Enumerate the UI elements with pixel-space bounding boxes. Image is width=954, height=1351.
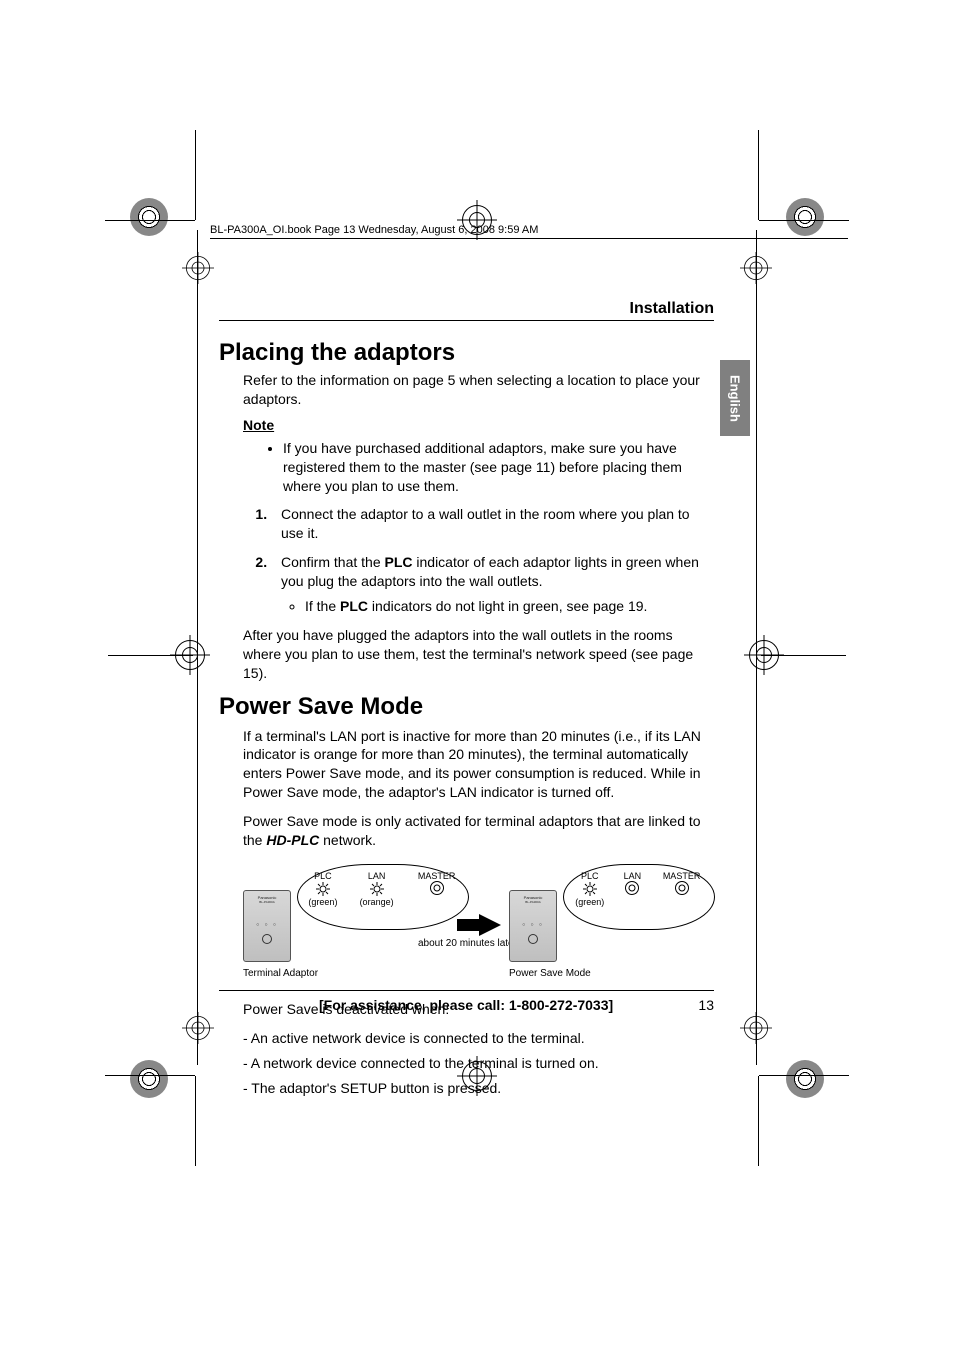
note-bullet: If you have purchased additional adaptor… bbox=[283, 439, 714, 496]
crop-mark-icon bbox=[195, 130, 196, 220]
sun-icon bbox=[298, 881, 348, 897]
led-callout-left: PLC LAN MASTER (green) (orange) bbox=[297, 864, 469, 930]
page-footer: [For assistance, please call: 1-800-272-… bbox=[219, 990, 714, 1013]
led-callout-right: PLC LAN MASTER (green) bbox=[563, 864, 715, 930]
intro-paragraph: Refer to the information on page 5 when … bbox=[243, 371, 714, 409]
circle-icon bbox=[616, 881, 650, 897]
sun-icon bbox=[564, 881, 616, 897]
step2-sub-a: If the bbox=[305, 598, 340, 614]
plc-bold: PLC bbox=[340, 598, 368, 614]
registration-cross-icon bbox=[182, 252, 214, 284]
assistance-phone: [For assistance, please call: 1-800-272-… bbox=[319, 997, 613, 1013]
diagram-caption-left: Terminal Adaptor bbox=[243, 968, 318, 979]
step-1: Connect the adaptor to a wall outlet in … bbox=[271, 505, 714, 543]
note-list: If you have purchased additional adaptor… bbox=[243, 439, 714, 496]
crop-mark-icon bbox=[759, 1075, 849, 1076]
led-label: PLC bbox=[298, 871, 348, 881]
plc-bold: PLC bbox=[385, 554, 413, 570]
crop-mark-icon bbox=[758, 1076, 759, 1166]
circle-icon bbox=[405, 881, 468, 897]
registration-donut-icon bbox=[786, 1060, 824, 1098]
deactivate-item: - The adaptor's SETUP button is pressed. bbox=[243, 1079, 714, 1098]
setup-button-icon bbox=[528, 934, 538, 944]
device-leds-icon: ○ ○ ○ bbox=[510, 922, 556, 928]
led-sub: (orange) bbox=[348, 897, 405, 907]
crop-mark-icon bbox=[105, 220, 195, 221]
led-sub: (green) bbox=[298, 897, 348, 907]
power-save-device-icon: Panasonic BL-PA300A ○ ○ ○ bbox=[509, 890, 557, 962]
guide-line-icon bbox=[756, 230, 757, 1065]
device-leds-icon: ○ ○ ○ bbox=[244, 922, 290, 928]
arrow-right-icon bbox=[479, 914, 501, 936]
step2-sub-c: indicators do not light in green, see pa… bbox=[368, 598, 647, 614]
guide-line-icon bbox=[197, 230, 198, 1065]
terminal-adaptor-device-icon: Panasonic BL-PA300A ○ ○ ○ bbox=[243, 890, 291, 962]
led-table: PLC LAN MASTER (green) (orange) bbox=[298, 871, 468, 907]
crop-mark-icon bbox=[758, 130, 759, 220]
registration-donut-icon bbox=[130, 198, 168, 236]
power-save-paragraph-2: Power Save mode is only activated for te… bbox=[243, 812, 714, 850]
step-2: Confirm that the PLC indicator of each a… bbox=[271, 553, 714, 616]
page-scan: BL-PA300A_OI.book Page 13 Wednesday, Aug… bbox=[0, 0, 954, 1351]
guide-line-icon bbox=[761, 655, 846, 656]
power-save-paragraph-1: If a terminal's LAN port is inactive for… bbox=[243, 727, 714, 803]
device-model: BL-PA300A bbox=[244, 900, 290, 904]
p3-c: network. bbox=[319, 832, 376, 848]
hd-plc-bolditalic: HD-PLC bbox=[266, 832, 319, 848]
deactivate-item: - A network device connected to the term… bbox=[243, 1054, 714, 1073]
diagram-caption-right: Power Save Mode bbox=[509, 968, 591, 979]
led-table: PLC LAN MASTER (green) bbox=[564, 871, 714, 907]
registration-cross-icon bbox=[182, 1012, 214, 1044]
device-model: BL-PA300A bbox=[510, 900, 556, 904]
step-2-sublist: If the PLC indicators do not light in gr… bbox=[281, 597, 714, 616]
after-steps-paragraph: After you have plugged the adaptors into… bbox=[243, 626, 714, 683]
step-2-text-a: Confirm that the bbox=[281, 554, 385, 570]
crop-mark-icon bbox=[759, 220, 849, 221]
steps-list: Connect the adaptor to a wall outlet in … bbox=[243, 505, 714, 615]
led-label: MASTER bbox=[649, 871, 714, 881]
power-save-diagram: Panasonic BL-PA300A ○ ○ ○ PLC LAN MASTER bbox=[243, 860, 713, 990]
sun-icon bbox=[348, 881, 405, 897]
language-tab: English bbox=[720, 360, 750, 436]
led-label: LAN bbox=[616, 871, 650, 881]
device-brand: Panasonic bbox=[244, 891, 290, 900]
arrow-label: about 20 minutes later bbox=[418, 938, 517, 949]
deactivate-item: - An active network device is connected … bbox=[243, 1029, 714, 1048]
led-label: LAN bbox=[348, 871, 405, 881]
crop-mark-icon bbox=[195, 1076, 196, 1166]
setup-button-icon bbox=[262, 934, 272, 944]
led-label: MASTER bbox=[405, 871, 468, 881]
circle-icon bbox=[649, 881, 714, 897]
led-label: PLC bbox=[564, 871, 616, 881]
page-number: 13 bbox=[698, 997, 714, 1013]
led-sub: (green) bbox=[564, 897, 616, 907]
device-brand: Panasonic bbox=[510, 891, 556, 900]
guide-line-icon bbox=[108, 655, 193, 656]
content-area: Installation Placing the adaptors Refer … bbox=[219, 300, 714, 1103]
registration-donut-icon bbox=[130, 1060, 168, 1098]
heading-power-save: Power Save Mode bbox=[219, 693, 714, 721]
step-2-sub: If the PLC indicators do not light in gr… bbox=[305, 597, 714, 616]
file-path-header: BL-PA300A_OI.book Page 13 Wednesday, Aug… bbox=[210, 224, 848, 239]
note-label: Note bbox=[243, 417, 714, 433]
section-label: Installation bbox=[219, 300, 714, 321]
crop-mark-icon bbox=[105, 1075, 195, 1076]
heading-placing-adaptors: Placing the adaptors bbox=[219, 339, 714, 367]
language-tab-label: English bbox=[728, 375, 743, 422]
